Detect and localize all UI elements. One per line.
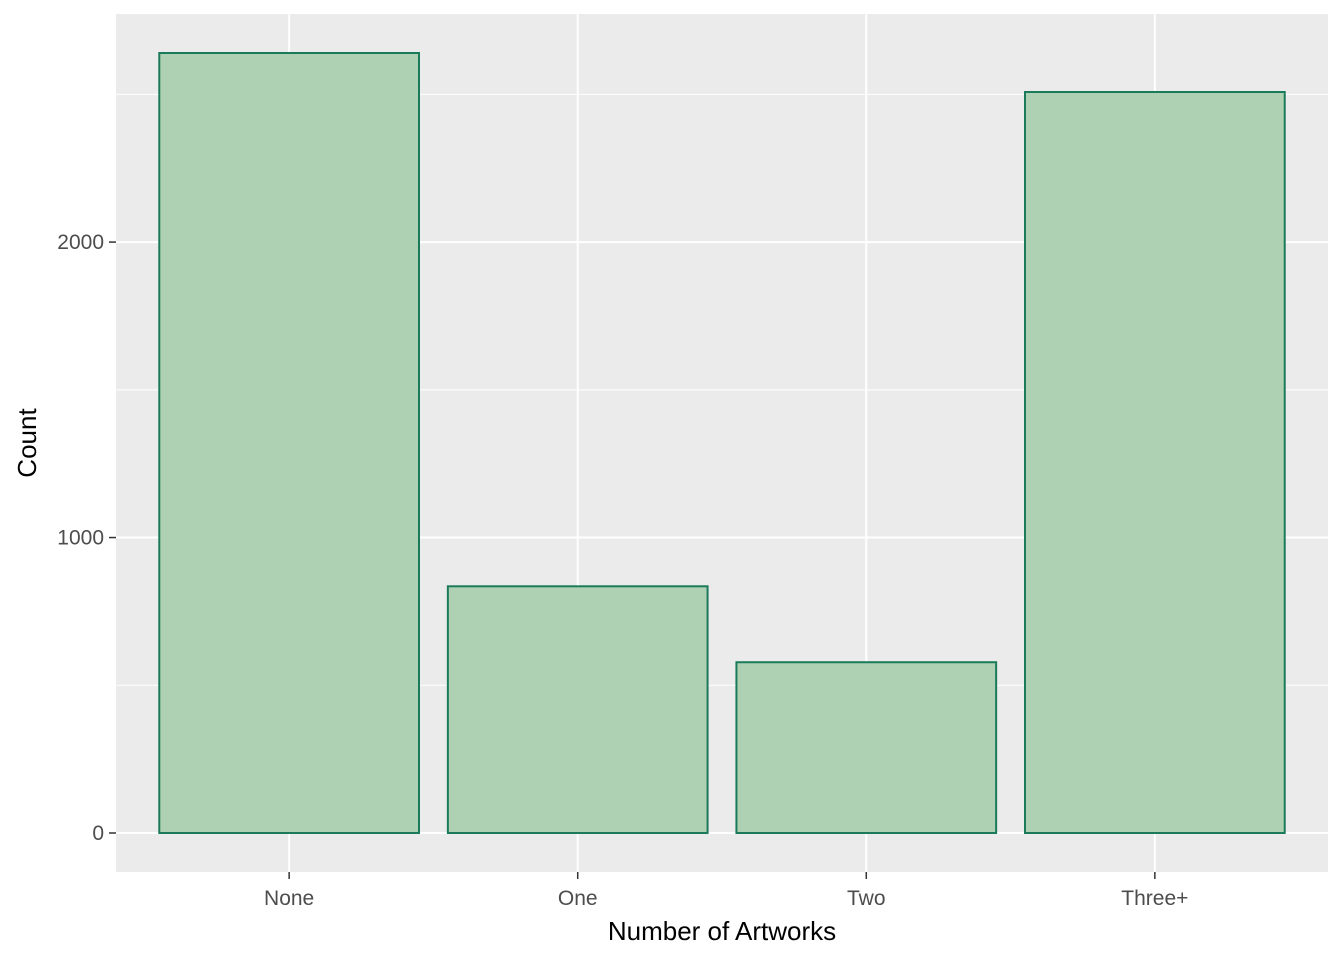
bar-one xyxy=(446,585,709,835)
x-axis-title: Number of Artworks xyxy=(608,916,836,946)
bar-three xyxy=(1024,91,1286,834)
x-axis: None One Two Three+ xyxy=(264,872,1188,910)
bar-two xyxy=(735,661,998,835)
x-tick-label: Three+ xyxy=(1121,887,1188,910)
y-tick-label: 2000 xyxy=(57,231,104,254)
y-axis-title: Count xyxy=(12,408,42,478)
y-axis: 0 1000 2000 xyxy=(57,231,116,845)
bar-none xyxy=(158,52,421,834)
x-tick-label: Two xyxy=(847,887,886,910)
y-tick-label: 1000 xyxy=(57,527,104,550)
x-tick-label: One xyxy=(558,887,598,910)
bars xyxy=(158,52,1286,835)
x-tick-label: None xyxy=(264,887,314,910)
y-tick-label: 0 xyxy=(92,822,104,845)
